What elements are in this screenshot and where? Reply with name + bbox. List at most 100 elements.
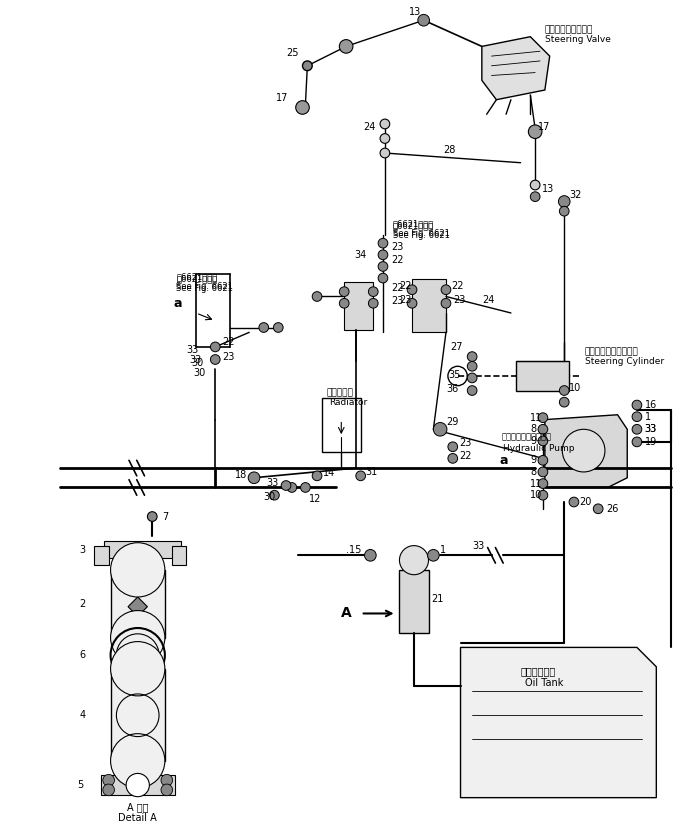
- Circle shape: [339, 39, 353, 53]
- Polygon shape: [128, 597, 148, 616]
- Bar: [322, 399, 361, 451]
- Circle shape: [433, 423, 447, 436]
- Text: 22: 22: [392, 283, 404, 293]
- Circle shape: [632, 437, 642, 446]
- Text: 36: 36: [446, 384, 458, 394]
- Circle shape: [378, 250, 388, 260]
- Circle shape: [365, 549, 376, 561]
- Text: 7: 7: [162, 511, 168, 521]
- Text: 6: 6: [80, 650, 86, 660]
- Circle shape: [273, 323, 283, 332]
- Text: 第6621図参照: 第6621図参照: [393, 219, 434, 229]
- Text: 23: 23: [222, 352, 234, 362]
- Circle shape: [538, 455, 548, 465]
- Text: 9: 9: [530, 436, 537, 446]
- Circle shape: [467, 373, 477, 383]
- Text: 24: 24: [363, 122, 376, 132]
- Text: 25: 25: [286, 48, 299, 58]
- Text: 12: 12: [309, 494, 322, 504]
- Text: 30: 30: [191, 358, 203, 368]
- Text: 23: 23: [392, 242, 404, 252]
- Text: 8: 8: [530, 467, 537, 477]
- Circle shape: [559, 206, 569, 216]
- Bar: [111, 570, 165, 638]
- Text: 23: 23: [392, 297, 404, 307]
- Text: 1: 1: [644, 412, 651, 422]
- Circle shape: [418, 15, 429, 26]
- Circle shape: [126, 774, 149, 797]
- Circle shape: [530, 180, 540, 190]
- Circle shape: [103, 784, 115, 796]
- Circle shape: [295, 100, 309, 114]
- Text: 1: 1: [440, 546, 447, 556]
- Text: 23: 23: [399, 295, 412, 305]
- Text: 第6621図参照: 第6621図参照: [393, 221, 434, 230]
- Circle shape: [562, 429, 605, 472]
- Circle shape: [632, 400, 642, 410]
- Text: 4: 4: [80, 710, 86, 720]
- Text: Steering Cylinder: Steering Cylinder: [585, 357, 664, 366]
- Text: 33: 33: [186, 344, 199, 355]
- Text: 33: 33: [189, 354, 201, 364]
- Text: 22: 22: [451, 281, 463, 291]
- Text: ステアリングシリンダ: ステアリングシリンダ: [585, 347, 638, 356]
- Text: 31: 31: [365, 467, 378, 477]
- Text: 35: 35: [448, 370, 460, 380]
- Circle shape: [378, 238, 388, 248]
- Text: ハイドロリックポンプ: ハイドロリックポンプ: [502, 432, 551, 441]
- Text: 第6621図参照: 第6621図参照: [177, 273, 218, 282]
- Circle shape: [467, 386, 477, 395]
- Circle shape: [441, 298, 451, 308]
- Circle shape: [538, 424, 548, 434]
- Circle shape: [378, 273, 388, 283]
- Bar: [516, 362, 569, 390]
- Text: 5: 5: [78, 780, 84, 790]
- Text: a: a: [174, 297, 182, 310]
- Circle shape: [467, 352, 477, 362]
- Text: 11: 11: [530, 413, 543, 423]
- Circle shape: [210, 342, 220, 352]
- Polygon shape: [460, 648, 656, 797]
- Circle shape: [378, 261, 388, 271]
- Circle shape: [448, 454, 458, 464]
- Circle shape: [441, 285, 451, 294]
- Text: 24: 24: [482, 295, 494, 305]
- Text: Hydraulic Pump: Hydraulic Pump: [503, 444, 574, 453]
- Polygon shape: [172, 546, 186, 565]
- Circle shape: [210, 354, 220, 364]
- Circle shape: [528, 125, 542, 138]
- Circle shape: [111, 734, 165, 788]
- Circle shape: [559, 397, 569, 407]
- Polygon shape: [545, 415, 627, 487]
- Text: 20: 20: [578, 497, 591, 507]
- Circle shape: [356, 471, 365, 481]
- Circle shape: [632, 412, 642, 422]
- Text: オイルタンク: オイルタンク: [521, 667, 556, 677]
- Circle shape: [368, 287, 378, 297]
- Text: 26: 26: [606, 504, 618, 514]
- Text: 13: 13: [542, 184, 554, 194]
- Circle shape: [569, 497, 578, 507]
- Circle shape: [399, 546, 429, 575]
- Circle shape: [302, 61, 312, 71]
- Circle shape: [380, 134, 390, 143]
- Circle shape: [538, 467, 548, 477]
- Text: 9: 9: [530, 455, 537, 465]
- Circle shape: [312, 471, 322, 481]
- Text: 17: 17: [538, 122, 550, 132]
- Circle shape: [407, 298, 417, 308]
- Text: 33: 33: [472, 541, 484, 551]
- Text: 11: 11: [530, 478, 543, 488]
- Text: 17: 17: [276, 93, 289, 103]
- Circle shape: [339, 298, 349, 308]
- Text: 19: 19: [644, 437, 657, 447]
- Text: 14: 14: [323, 468, 335, 478]
- Circle shape: [538, 491, 548, 500]
- Circle shape: [269, 491, 279, 500]
- Text: 34: 34: [354, 250, 366, 260]
- Text: See Fig. 6621: See Fig. 6621: [177, 282, 234, 291]
- Text: 22: 22: [399, 281, 412, 291]
- Polygon shape: [482, 37, 550, 99]
- Text: 21: 21: [431, 594, 444, 604]
- Circle shape: [259, 323, 269, 332]
